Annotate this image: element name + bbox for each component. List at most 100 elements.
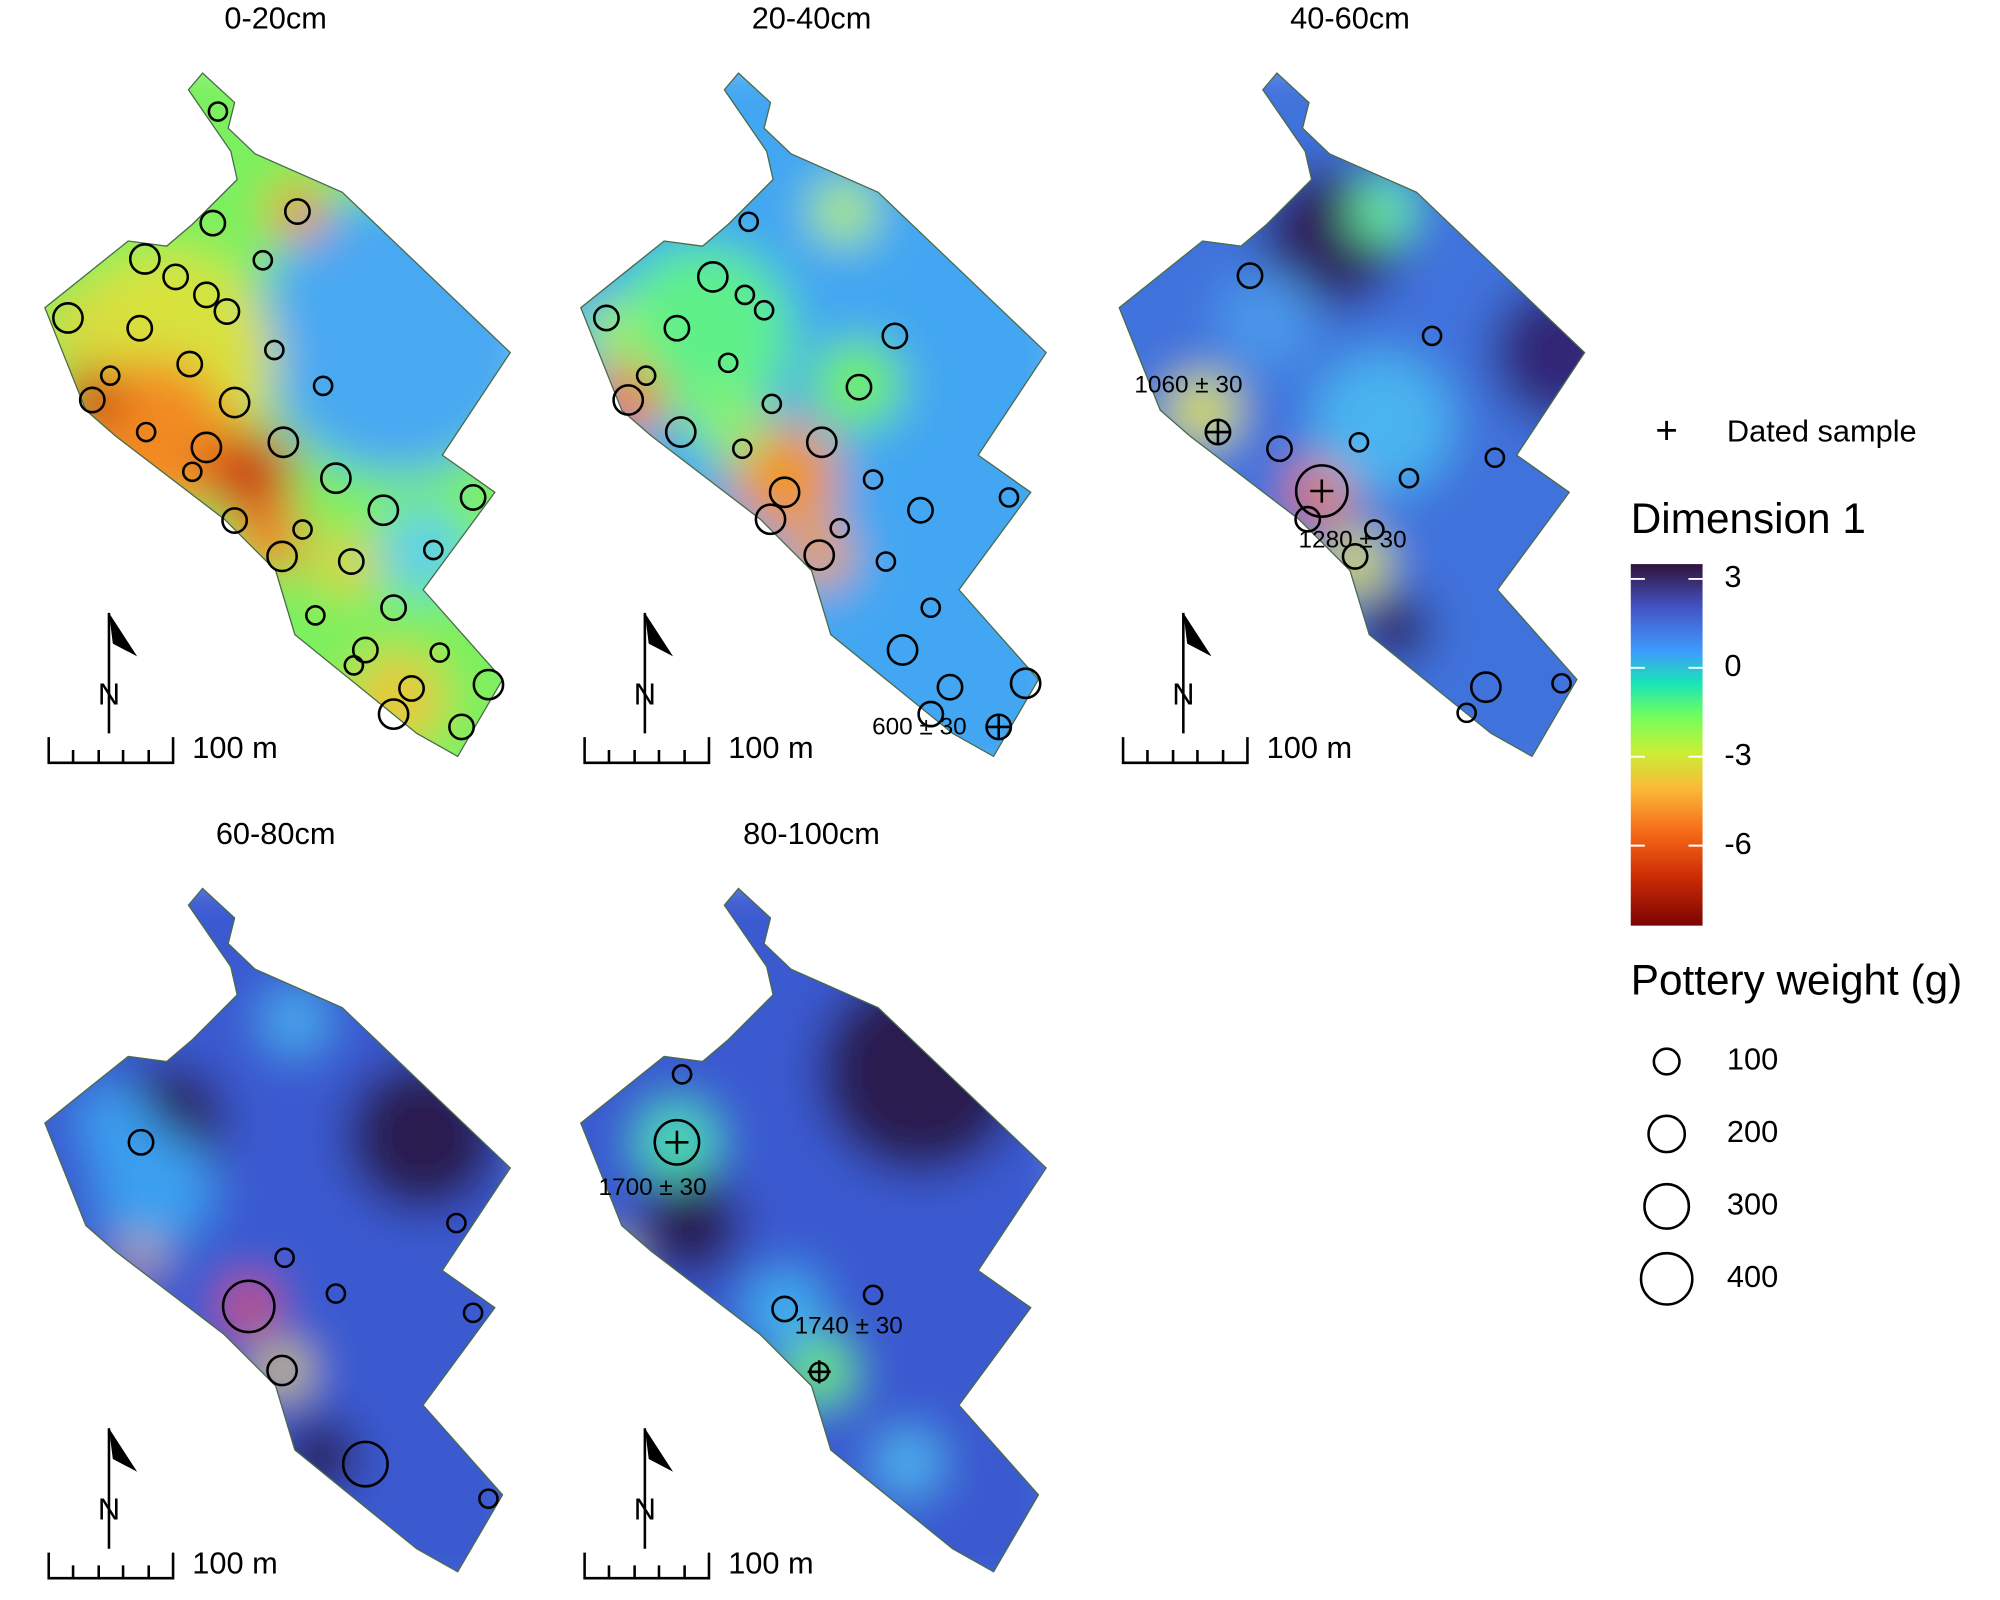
scale-bar	[583, 737, 711, 765]
pottery-point	[221, 507, 249, 534]
surface-blob	[1311, 352, 1453, 494]
pottery-point	[936, 673, 964, 701]
surface-blob	[689, 384, 767, 462]
scale-bar	[47, 1552, 175, 1580]
surface-blob	[1350, 179, 1415, 244]
panel-title: 60-80cm	[216, 816, 336, 851]
size-key	[1652, 1047, 1681, 1076]
surface-blob	[612, 243, 793, 424]
surface-blob	[314, 532, 379, 597]
surface-blob	[811, 339, 902, 430]
pottery-point	[845, 373, 873, 401]
pottery-point	[1551, 672, 1572, 694]
pottery-point	[754, 503, 787, 536]
pottery-point	[635, 365, 657, 386]
surface-blob	[1166, 374, 1239, 447]
dated-cross	[1310, 479, 1334, 503]
north-flag	[108, 612, 138, 657]
surface-field	[1119, 73, 1585, 757]
pottery-point	[192, 281, 220, 309]
dated-label: 1060 ± 30	[1134, 371, 1242, 398]
surface-blob	[282, 1417, 359, 1495]
pottery-point	[199, 209, 227, 237]
pottery-point	[283, 198, 311, 225]
surface-blob	[1358, 592, 1431, 665]
colorbar-tick-label: -6	[1724, 826, 1751, 861]
dated-cross	[1206, 420, 1230, 444]
pottery-point	[267, 426, 300, 459]
pottery-point	[162, 263, 190, 291]
north-label: N	[98, 676, 120, 711]
pottery-point	[52, 302, 84, 334]
pottery-point	[264, 339, 285, 361]
pottery-point	[1456, 702, 1478, 724]
pottery-point	[803, 539, 836, 572]
pottery-point	[78, 386, 106, 414]
pottery-point	[126, 314, 154, 342]
surface	[580, 73, 1047, 757]
surface-blob	[811, 179, 876, 244]
site-outline	[579, 72, 1047, 758]
north-flag	[108, 1428, 138, 1472]
site-outline	[44, 887, 512, 1573]
north-flag	[1183, 612, 1212, 657]
north-label: N	[98, 1492, 120, 1527]
pottery-point	[907, 496, 934, 524]
panel-title: 20-40cm	[752, 1, 872, 36]
pottery-point	[664, 416, 697, 448]
pottery-point	[190, 431, 223, 464]
pottery-point	[377, 698, 410, 731]
pottery-point	[862, 1284, 884, 1306]
dated-cross	[987, 715, 1011, 739]
pottery-point	[1364, 519, 1385, 540]
dated-cross	[807, 1360, 831, 1384]
panel-title: 40-60cm	[1290, 1, 1410, 36]
north-flag	[644, 612, 674, 657]
map-panel: 40-60cm 1060 ± 30 1280 ± 30 N 100 m	[1118, 1, 1586, 765]
dated-label: 1280 ± 30	[1299, 526, 1407, 553]
pottery-point	[478, 1488, 499, 1510]
pottery-point	[367, 494, 400, 527]
colorbar	[1630, 564, 1703, 926]
pottery-point	[771, 1295, 799, 1323]
size-legend-title: Pottery weight (g)	[1631, 957, 1962, 1004]
site-outline	[579, 887, 1047, 1573]
pottery-point	[312, 375, 334, 397]
map-panel: 20-40cm 600 ± 30 N 100 m	[579, 1, 1047, 765]
pottery-point	[920, 597, 942, 619]
size-key	[1643, 1182, 1691, 1230]
dated-label: 1740 ± 30	[795, 1312, 903, 1339]
scale-label: 100 m	[192, 730, 277, 765]
colorbar-tick-label: 0	[1724, 648, 1741, 683]
pottery-point	[398, 675, 425, 702]
pottery-point	[176, 350, 204, 378]
pottery-point	[917, 700, 945, 728]
pottery-point	[380, 594, 408, 622]
surface-blob	[1215, 269, 1318, 372]
pottery-point	[1204, 418, 1232, 446]
pottery-point	[292, 519, 313, 540]
pottery-point	[696, 261, 729, 293]
site-outline	[44, 72, 512, 758]
surface-blob	[592, 364, 665, 436]
pottery-point	[181, 461, 203, 483]
scale-bar	[47, 737, 175, 765]
surface-blob	[57, 367, 122, 433]
pottery-point	[1266, 435, 1293, 463]
surface-base	[580, 73, 1047, 757]
surface-field	[580, 73, 1047, 757]
surface-blob	[817, 969, 1024, 1175]
pottery-point	[768, 476, 801, 509]
pottery-point	[127, 1128, 155, 1156]
surface	[1119, 73, 1585, 757]
pottery-point	[1421, 325, 1443, 347]
surface-blob	[638, 1174, 742, 1277]
pottery-point	[459, 483, 487, 511]
panel-title: 0-20cm	[224, 1, 327, 36]
pottery-point	[305, 605, 326, 626]
surface-blob	[223, 1280, 275, 1333]
surface-base	[580, 888, 1047, 1572]
panel-title: 80-100cm	[743, 816, 880, 851]
